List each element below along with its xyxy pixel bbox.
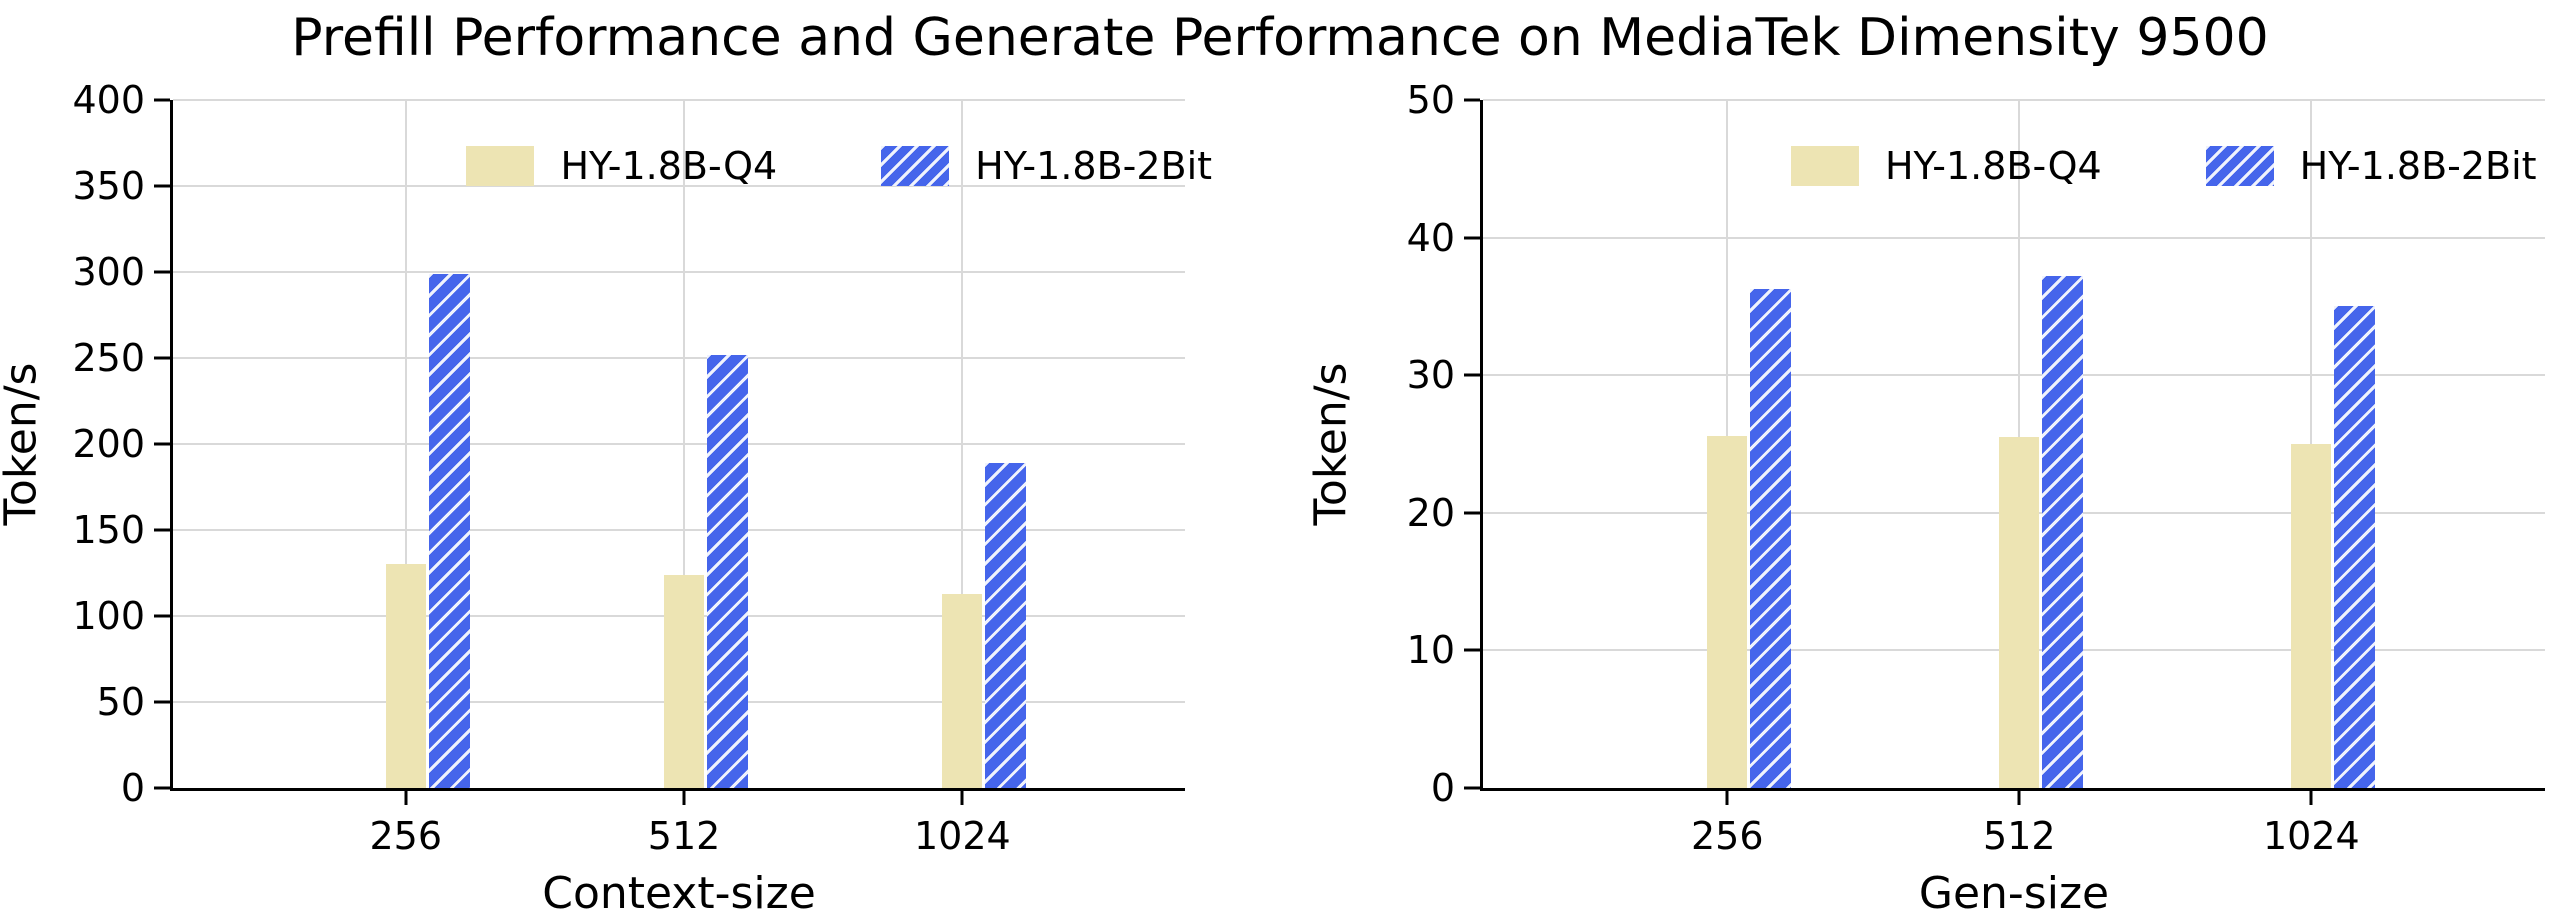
x-tick-label: 1024 <box>2263 814 2360 858</box>
y-tick-mark <box>1464 374 1480 377</box>
legend-item-hy-1-8b-2bit: HY-1.8B-2Bit <box>881 144 1212 188</box>
y-tick-mark <box>1464 236 1480 239</box>
y-tick-label: 40 <box>1407 216 1455 260</box>
gridline-h <box>1483 374 2545 376</box>
gridline-h <box>1483 237 2545 239</box>
gridline-h <box>173 357 1185 359</box>
y-tick-mark <box>154 271 170 274</box>
y-tick-label: 150 <box>72 508 145 552</box>
legend-item-hy-1-8b-2bit: HY-1.8B-2Bit <box>2206 144 2537 188</box>
bar-hy-1-8b-q4-256 <box>386 564 426 788</box>
y-tick-label: 300 <box>72 250 145 294</box>
y-tick-mark <box>154 185 170 188</box>
y-tick-mark <box>154 443 170 446</box>
y-tick-label: 0 <box>1431 766 1455 810</box>
y-tick-label: 0 <box>121 766 145 810</box>
y-tick-mark <box>154 787 170 790</box>
legend-swatch-hy-1-8b-2bit <box>881 146 949 186</box>
legend: HY-1.8B-Q4 HY-1.8B-2Bit <box>466 144 1212 188</box>
y-tick-label: 10 <box>1407 628 1455 672</box>
legend-label: HY-1.8B-Q4 <box>560 144 777 188</box>
x-tick-mark <box>683 791 686 805</box>
y-tick-label: 20 <box>1407 491 1455 535</box>
legend-item-hy-1-8b-q4: HY-1.8B-Q4 <box>1791 144 2102 188</box>
x-tick-mark <box>2310 791 2313 805</box>
x-axis-label: Context-size <box>542 868 816 919</box>
bar-hy-1-8b-q4-512 <box>664 575 704 788</box>
x-tick-mark <box>1726 791 1729 805</box>
y-tick-mark <box>1464 99 1480 102</box>
x-tick-label: 512 <box>1983 814 2056 858</box>
bar-hy-1-8b-q4-512 <box>1999 437 2039 788</box>
gridline-h <box>173 99 1185 101</box>
x-axis-label: Gen-size <box>1919 868 2109 919</box>
x-tick-label: 256 <box>1691 814 1764 858</box>
y-tick-label: 100 <box>72 594 145 638</box>
bar-hy-1-8b-2bit-1024 <box>2334 306 2375 788</box>
y-tick-mark <box>154 701 170 704</box>
y-axis-label: Token/s <box>1306 363 1357 526</box>
y-tick-label: 50 <box>97 680 145 724</box>
bar-hy-1-8b-q4-1024 <box>2291 444 2331 788</box>
bar-hy-1-8b-2bit-256 <box>1750 289 1791 788</box>
y-tick-mark <box>1464 511 1480 514</box>
bar-hy-1-8b-q4-1024 <box>942 594 982 788</box>
y-tick-mark <box>1464 787 1480 790</box>
legend-swatch-hy-1-8b-2bit <box>2206 146 2274 186</box>
legend-swatch-hy-1-8b-q4 <box>466 146 534 186</box>
y-tick-label: 400 <box>72 78 145 122</box>
y-tick-mark <box>154 615 170 618</box>
gridline-h <box>173 529 1185 531</box>
bar-hy-1-8b-2bit-1024 <box>985 463 1026 788</box>
y-tick-mark <box>154 529 170 532</box>
y-tick-mark <box>154 357 170 360</box>
legend-label: HY-1.8B-2Bit <box>975 144 1212 188</box>
x-tick-label: 256 <box>369 814 442 858</box>
legend-item-hy-1-8b-q4: HY-1.8B-Q4 <box>466 144 777 188</box>
x-tick-mark <box>404 791 407 805</box>
y-tick-label: 50 <box>1407 78 1455 122</box>
y-tick-label: 200 <box>72 422 145 466</box>
gridline-h <box>173 271 1185 273</box>
bar-hy-1-8b-2bit-256 <box>429 274 470 788</box>
y-tick-mark <box>1464 649 1480 652</box>
gridline-h <box>173 443 1185 445</box>
y-tick-label: 30 <box>1407 353 1455 397</box>
y-axis-label: Token/s <box>0 363 47 526</box>
legend: HY-1.8B-Q4 HY-1.8B-2Bit <box>1791 144 2537 188</box>
y-tick-label: 250 <box>72 336 145 380</box>
x-tick-label: 1024 <box>914 814 1011 858</box>
bar-hy-1-8b-2bit-512 <box>707 355 748 788</box>
y-tick-label: 350 <box>72 164 145 208</box>
bar-hy-1-8b-q4-256 <box>1707 436 1747 788</box>
legend-swatch-hy-1-8b-q4 <box>1791 146 1859 186</box>
legend-label: HY-1.8B-2Bit <box>2300 144 2537 188</box>
bar-hy-1-8b-2bit-512 <box>2042 276 2083 788</box>
gridline-h <box>1483 99 2545 101</box>
legend-label: HY-1.8B-Q4 <box>1885 144 2102 188</box>
x-tick-mark <box>2018 791 2021 805</box>
x-tick-label: 512 <box>648 814 721 858</box>
y-tick-mark <box>154 99 170 102</box>
x-tick-mark <box>961 791 964 805</box>
